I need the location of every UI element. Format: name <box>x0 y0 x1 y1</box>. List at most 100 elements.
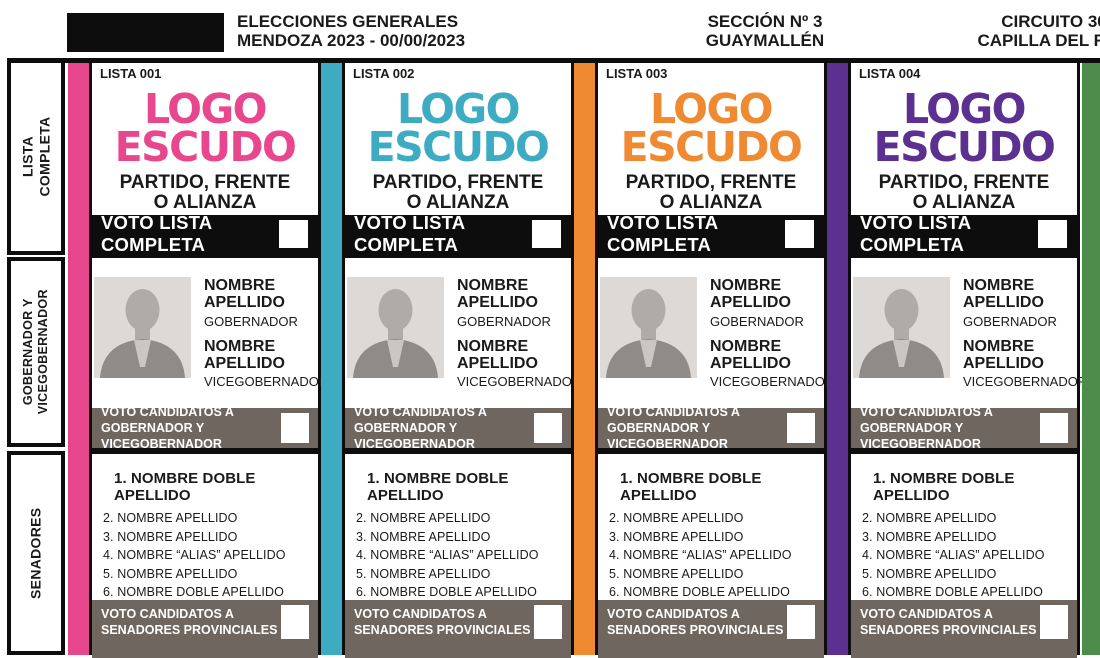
vote-senators-bar: VOTO CANDIDATOS A SENADORES PROVINCIALES <box>345 600 571 658</box>
vote-governor-checkbox[interactable] <box>787 413 815 443</box>
governor-title: GOBERNADOR <box>204 313 298 329</box>
governor-section: NOMBRE APELLIDO GOBERNADOR NOMBRE APELLI… <box>89 255 328 452</box>
vote-governor-label: VOTO CANDIDATOS A GOBERNADOR Y VICEGOBER… <box>860 404 993 452</box>
vote-senators-label: VOTO CANDIDATOS A SENADORES PROVINCIALES <box>607 607 784 638</box>
senator-item: 2. NOMBRE APELLIDO <box>862 511 997 525</box>
senator-item: 6. NOMBRE DOBLE APELLIDO <box>862 585 1043 600</box>
vote-senators-label: VOTO CANDIDATOS A SENADORES PROVINCIALES <box>860 607 1037 638</box>
full-list-section: LISTA 003 LOGO ESCUDO PARTIDO, FRENTE O … <box>595 58 827 255</box>
governor-title: GOBERNADOR <box>963 313 1057 329</box>
ballot-column: LISTA 002 LOGO ESCUDO PARTIDO, FRENTE O … <box>321 58 581 658</box>
senators-section: 1. NOMBRE DOBLE APELLIDO 2. NOMBRE APELL… <box>89 451 321 658</box>
vote-senators-checkbox[interactable] <box>1040 605 1068 639</box>
party-color-stripe <box>68 58 89 655</box>
vote-governor-label: VOTO CANDIDATOS A GOBERNADOR Y VICEGOBER… <box>607 404 740 452</box>
party-color-stripe-partial <box>1082 58 1100 655</box>
vote-senators-bar: VOTO CANDIDATOS A SENADORES PROVINCIALES <box>598 600 824 658</box>
senator-item: 4. NOMBRE “ALIAS” APELLIDO <box>103 548 286 563</box>
vice-governor-name: NOMBRE APELLIDO <box>710 337 791 372</box>
row-label-senadores: SENADORES <box>7 451 65 655</box>
senator-item: 2. NOMBRE APELLIDO <box>103 511 238 525</box>
lista-number: LISTA 001 <box>100 66 162 81</box>
vote-full-list-label: VOTO LISTA COMPLETA <box>354 211 465 255</box>
ballot-column: LISTA 004 LOGO ESCUDO PARTIDO, FRENTE O … <box>827 58 1087 658</box>
senator-item: 3. NOMBRE APELLIDO <box>103 529 238 544</box>
senator-item: 6. NOMBRE DOBLE APELLIDO <box>356 585 537 600</box>
vote-senators-checkbox[interactable] <box>281 605 309 639</box>
full-list-section: LISTA 001 LOGO ESCUDO PARTIDO, FRENTE O … <box>89 58 321 255</box>
ballot-column: LISTA 003 LOGO ESCUDO PARTIDO, FRENTE O … <box>574 58 834 658</box>
party-color-stripe <box>321 58 342 655</box>
vice-governor-title: VICEGOBERNADOR <box>457 374 582 390</box>
governor-section: NOMBRE APELLIDO GOBERNADOR NOMBRE APELLI… <box>848 255 1087 452</box>
senator-item: 5. NOMBRE APELLIDO <box>862 566 997 581</box>
party-color-stripe <box>827 58 848 655</box>
party-name: PARTIDO, FRENTE O ALIANZA <box>878 172 1050 214</box>
senator-item: 4. NOMBRE “ALIAS” APELLIDO <box>609 548 792 563</box>
section-heading: SECCIÓN Nº 3 GUAYMALLÉN <box>705 12 825 51</box>
vice-governor-title: VICEGOBERNADOR <box>710 374 835 390</box>
senators-section: 1. NOMBRE DOBLE APELLIDO 2. NOMBRE APELL… <box>342 451 574 658</box>
vote-senators-label: VOTO CANDIDATOS A SENADORES PROVINCIALES <box>101 607 278 638</box>
senators-list: 1. NOMBRE DOBLE APELLIDO 2. NOMBRE APELL… <box>598 454 824 599</box>
vote-full-list-label: VOTO LISTA COMPLETA <box>607 211 718 255</box>
vote-governor-label: VOTO CANDIDATOS A GOBERNADOR Y VICEGOBER… <box>101 404 234 452</box>
vote-governor-label: VOTO CANDIDATOS A GOBERNADOR Y VICEGOBER… <box>354 404 487 452</box>
party-logo-placeholder: LOGO ESCUDO <box>367 85 550 172</box>
senator-item: 6. NOMBRE DOBLE APELLIDO <box>609 585 790 600</box>
senators-section: 1. NOMBRE DOBLE APELLIDO 2. NOMBRE APELL… <box>595 451 827 658</box>
vote-full-list-checkbox[interactable] <box>785 219 814 248</box>
senator-item: 5. NOMBRE APELLIDO <box>103 566 238 581</box>
senators-list: 1. NOMBRE DOBLE APELLIDO 2. NOMBRE APELL… <box>92 454 318 599</box>
lista-number: LISTA 002 <box>353 66 415 81</box>
vote-senators-checkbox[interactable] <box>787 605 815 639</box>
lista-number: LISTA 004 <box>859 66 921 81</box>
row-label-text: SENADORES <box>27 507 44 599</box>
governor-section: NOMBRE APELLIDO GOBERNADOR NOMBRE APELLI… <box>342 255 581 452</box>
vote-full-list-bar: VOTO LISTA COMPLETA <box>598 212 824 255</box>
candidate-photo-placeholder <box>347 277 444 378</box>
party-logo-placeholder: LOGO ESCUDO <box>620 85 803 172</box>
row-label-text: LISTA COMPLETA <box>19 116 53 197</box>
governor-name: NOMBRE APELLIDO <box>457 277 538 312</box>
party-name: PARTIDO, FRENTE O ALIANZA <box>625 172 797 214</box>
governor-title: GOBERNADOR <box>710 313 804 329</box>
senator-item: 2. NOMBRE APELLIDO <box>609 511 744 525</box>
vote-full-list-bar: VOTO LISTA COMPLETA <box>851 212 1077 255</box>
senator-item: 6. NOMBRE DOBLE APELLIDO <box>103 585 284 600</box>
row-label-lista-completa: LISTA COMPLETA <box>7 58 65 255</box>
vote-governor-checkbox[interactable] <box>1040 413 1068 443</box>
full-list-section: LISTA 004 LOGO ESCUDO PARTIDO, FRENTE O … <box>848 58 1080 255</box>
vice-governor-name: NOMBRE APELLIDO <box>457 337 538 372</box>
vote-full-list-checkbox[interactable] <box>279 219 308 248</box>
senator-item: 3. NOMBRE APELLIDO <box>609 529 744 544</box>
party-name: PARTIDO, FRENTE O ALIANZA <box>372 172 544 214</box>
ballot-top-border <box>7 58 1100 63</box>
candidate-photo-placeholder <box>853 277 950 378</box>
full-list-section: LISTA 002 LOGO ESCUDO PARTIDO, FRENTE O … <box>342 58 574 255</box>
senator-item: 4. NOMBRE “ALIAS” APELLIDO <box>862 548 1045 563</box>
vote-governor-checkbox[interactable] <box>281 413 309 443</box>
senator-item: 3. NOMBRE APELLIDO <box>862 529 997 544</box>
vote-full-list-checkbox[interactable] <box>1038 219 1067 248</box>
vote-governor-checkbox[interactable] <box>534 413 562 443</box>
vote-governor-bar: VOTO CANDIDATOS A GOBERNADOR Y VICEGOBER… <box>598 405 824 451</box>
senator-item: 5. NOMBRE APELLIDO <box>356 566 491 581</box>
governor-name: NOMBRE APELLIDO <box>204 277 285 312</box>
party-name: PARTIDO, FRENTE O ALIANZA <box>119 172 291 214</box>
senator-item: 1. NOMBRE DOBLE APELLIDO <box>367 470 509 504</box>
senator-item: 1. NOMBRE DOBLE APELLIDO <box>873 470 1015 504</box>
vote-senators-label: VOTO CANDIDATOS A SENADORES PROVINCIALES <box>354 607 531 638</box>
vote-senators-checkbox[interactable] <box>534 605 562 639</box>
vote-full-list-label: VOTO LISTA COMPLETA <box>860 211 971 255</box>
senator-item: 2. NOMBRE APELLIDO <box>356 511 491 525</box>
senators-section: 1. NOMBRE DOBLE APELLIDO 2. NOMBRE APELL… <box>848 451 1080 658</box>
row-label-gobernador: GOBERNADOR Y VICEGOBERNADOR <box>7 257 65 447</box>
senator-item: 1. NOMBRE DOBLE APELLIDO <box>114 470 256 504</box>
party-logo-placeholder: LOGO ESCUDO <box>873 85 1056 172</box>
senator-item: 1. NOMBRE DOBLE APELLIDO <box>620 470 762 504</box>
vice-governor-name: NOMBRE APELLIDO <box>204 337 285 372</box>
vice-governor-name: NOMBRE APELLIDO <box>963 337 1044 372</box>
vote-full-list-checkbox[interactable] <box>532 219 561 248</box>
vote-full-list-bar: VOTO LISTA COMPLETA <box>345 212 571 255</box>
